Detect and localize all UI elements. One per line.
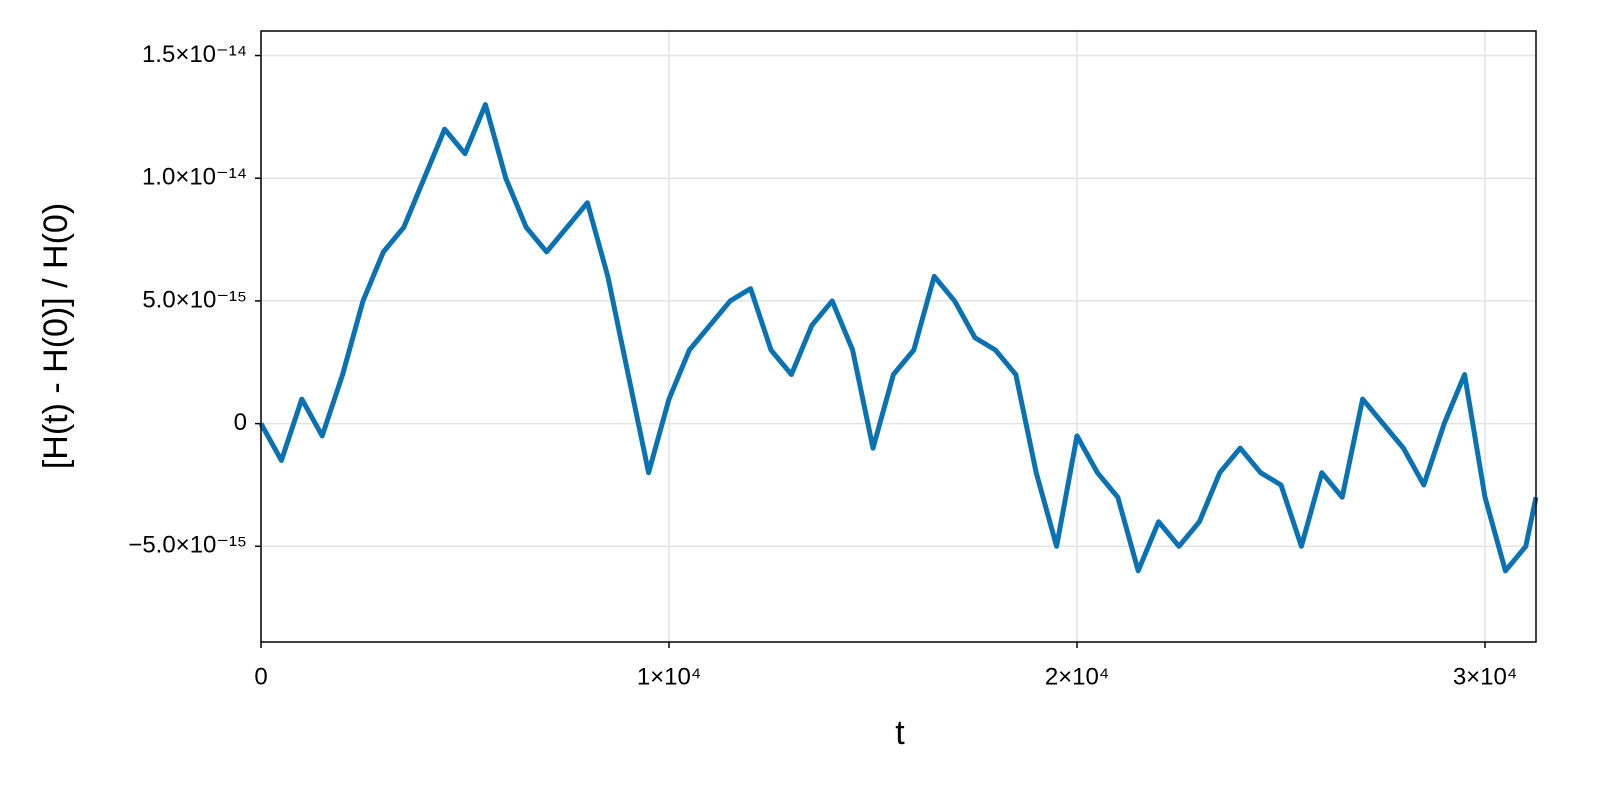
x-tick-label: 1×10⁴ (637, 663, 701, 690)
y-axis-label: [H(t) - H(0)] / H(0) (37, 203, 75, 469)
x-axis-label: t (895, 714, 905, 752)
x-tick-label: 3×10⁴ (1453, 663, 1517, 690)
data-line (258, 102, 1539, 574)
y-tick-label: 5.0×10⁻¹⁵ (142, 286, 247, 313)
x-tick-label: 2×10⁴ (1045, 663, 1109, 690)
y-tick-label: 0 (234, 409, 247, 436)
x-tick-label: 0 (254, 663, 267, 690)
y-tick-label: 1.0×10⁻¹⁴ (142, 164, 247, 191)
y-tick-label: −5.0×10⁻¹⁵ (128, 532, 247, 559)
plot-frame (260, 30, 1537, 643)
y-tick-label: 1.5×10⁻¹⁴ (142, 41, 247, 68)
